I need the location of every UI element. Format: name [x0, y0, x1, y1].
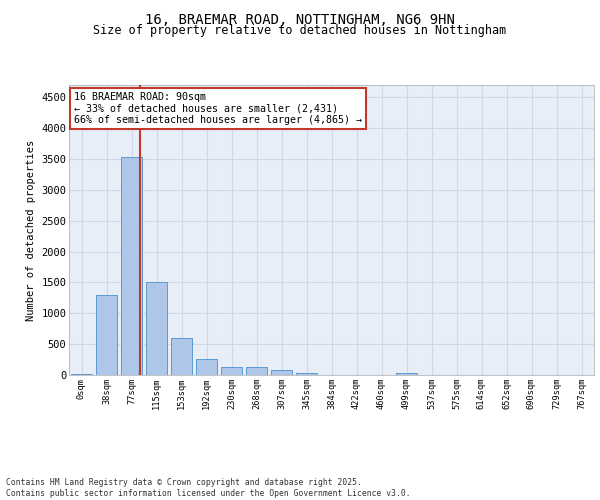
Text: 16 BRAEMAR ROAD: 90sqm
← 33% of detached houses are smaller (2,431)
66% of semi-: 16 BRAEMAR ROAD: 90sqm ← 33% of detached…: [74, 92, 362, 126]
Bar: [396, 373, 417, 375]
Text: Contains HM Land Registry data © Crown copyright and database right 2025.
Contai: Contains HM Land Registry data © Crown c…: [6, 478, 410, 498]
Bar: [146, 282, 167, 375]
Bar: [296, 372, 317, 375]
Bar: [246, 367, 267, 375]
Bar: [221, 367, 242, 375]
Bar: [271, 370, 292, 375]
Y-axis label: Number of detached properties: Number of detached properties: [26, 140, 35, 320]
Bar: [196, 359, 217, 375]
Text: 16, BRAEMAR ROAD, NOTTINGHAM, NG6 9HN: 16, BRAEMAR ROAD, NOTTINGHAM, NG6 9HN: [145, 12, 455, 26]
Bar: [171, 338, 192, 375]
Bar: [96, 296, 117, 375]
Bar: [121, 157, 142, 375]
Bar: [71, 374, 92, 375]
Text: Size of property relative to detached houses in Nottingham: Size of property relative to detached ho…: [94, 24, 506, 37]
